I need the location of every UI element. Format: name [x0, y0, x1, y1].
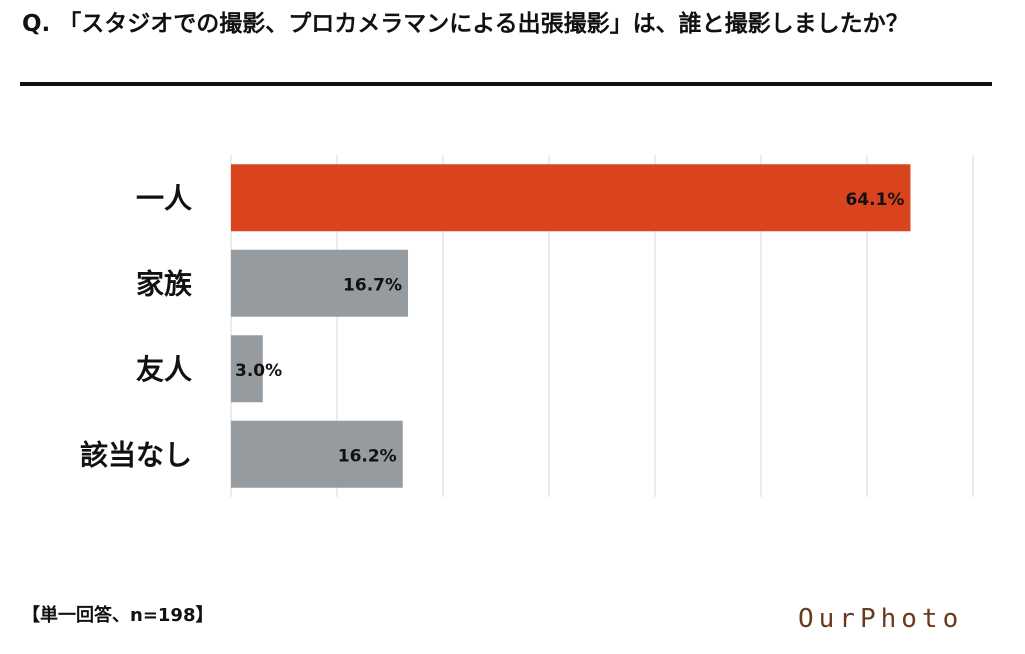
- value-label: 16.7%: [343, 275, 402, 295]
- title-divider: [20, 82, 992, 86]
- bar: [231, 335, 263, 403]
- ourphoto-logo: OurPhoto: [798, 604, 964, 634]
- category-label: 該当なし: [80, 438, 192, 471]
- value-label: 3.0%: [235, 361, 282, 381]
- value-label: 64.1%: [845, 190, 904, 210]
- bar: [231, 420, 403, 488]
- question-title: Q. 「スタジオでの撮影、プロカメラマンによる出張撮影」は、誰と撮影しましたか？: [22, 11, 909, 37]
- category-label: 一人: [136, 182, 192, 215]
- category-label: 友人: [136, 353, 192, 386]
- bar: [231, 249, 409, 317]
- bars: [231, 164, 911, 488]
- value-labels: 64.1% 16.7% 3.0% 16.2%: [235, 190, 904, 467]
- category-label: 家族: [136, 267, 193, 300]
- bar: [231, 164, 911, 232]
- value-label: 16.2%: [338, 446, 397, 466]
- sample-footnote: 【単一回答、n=198】: [22, 605, 214, 626]
